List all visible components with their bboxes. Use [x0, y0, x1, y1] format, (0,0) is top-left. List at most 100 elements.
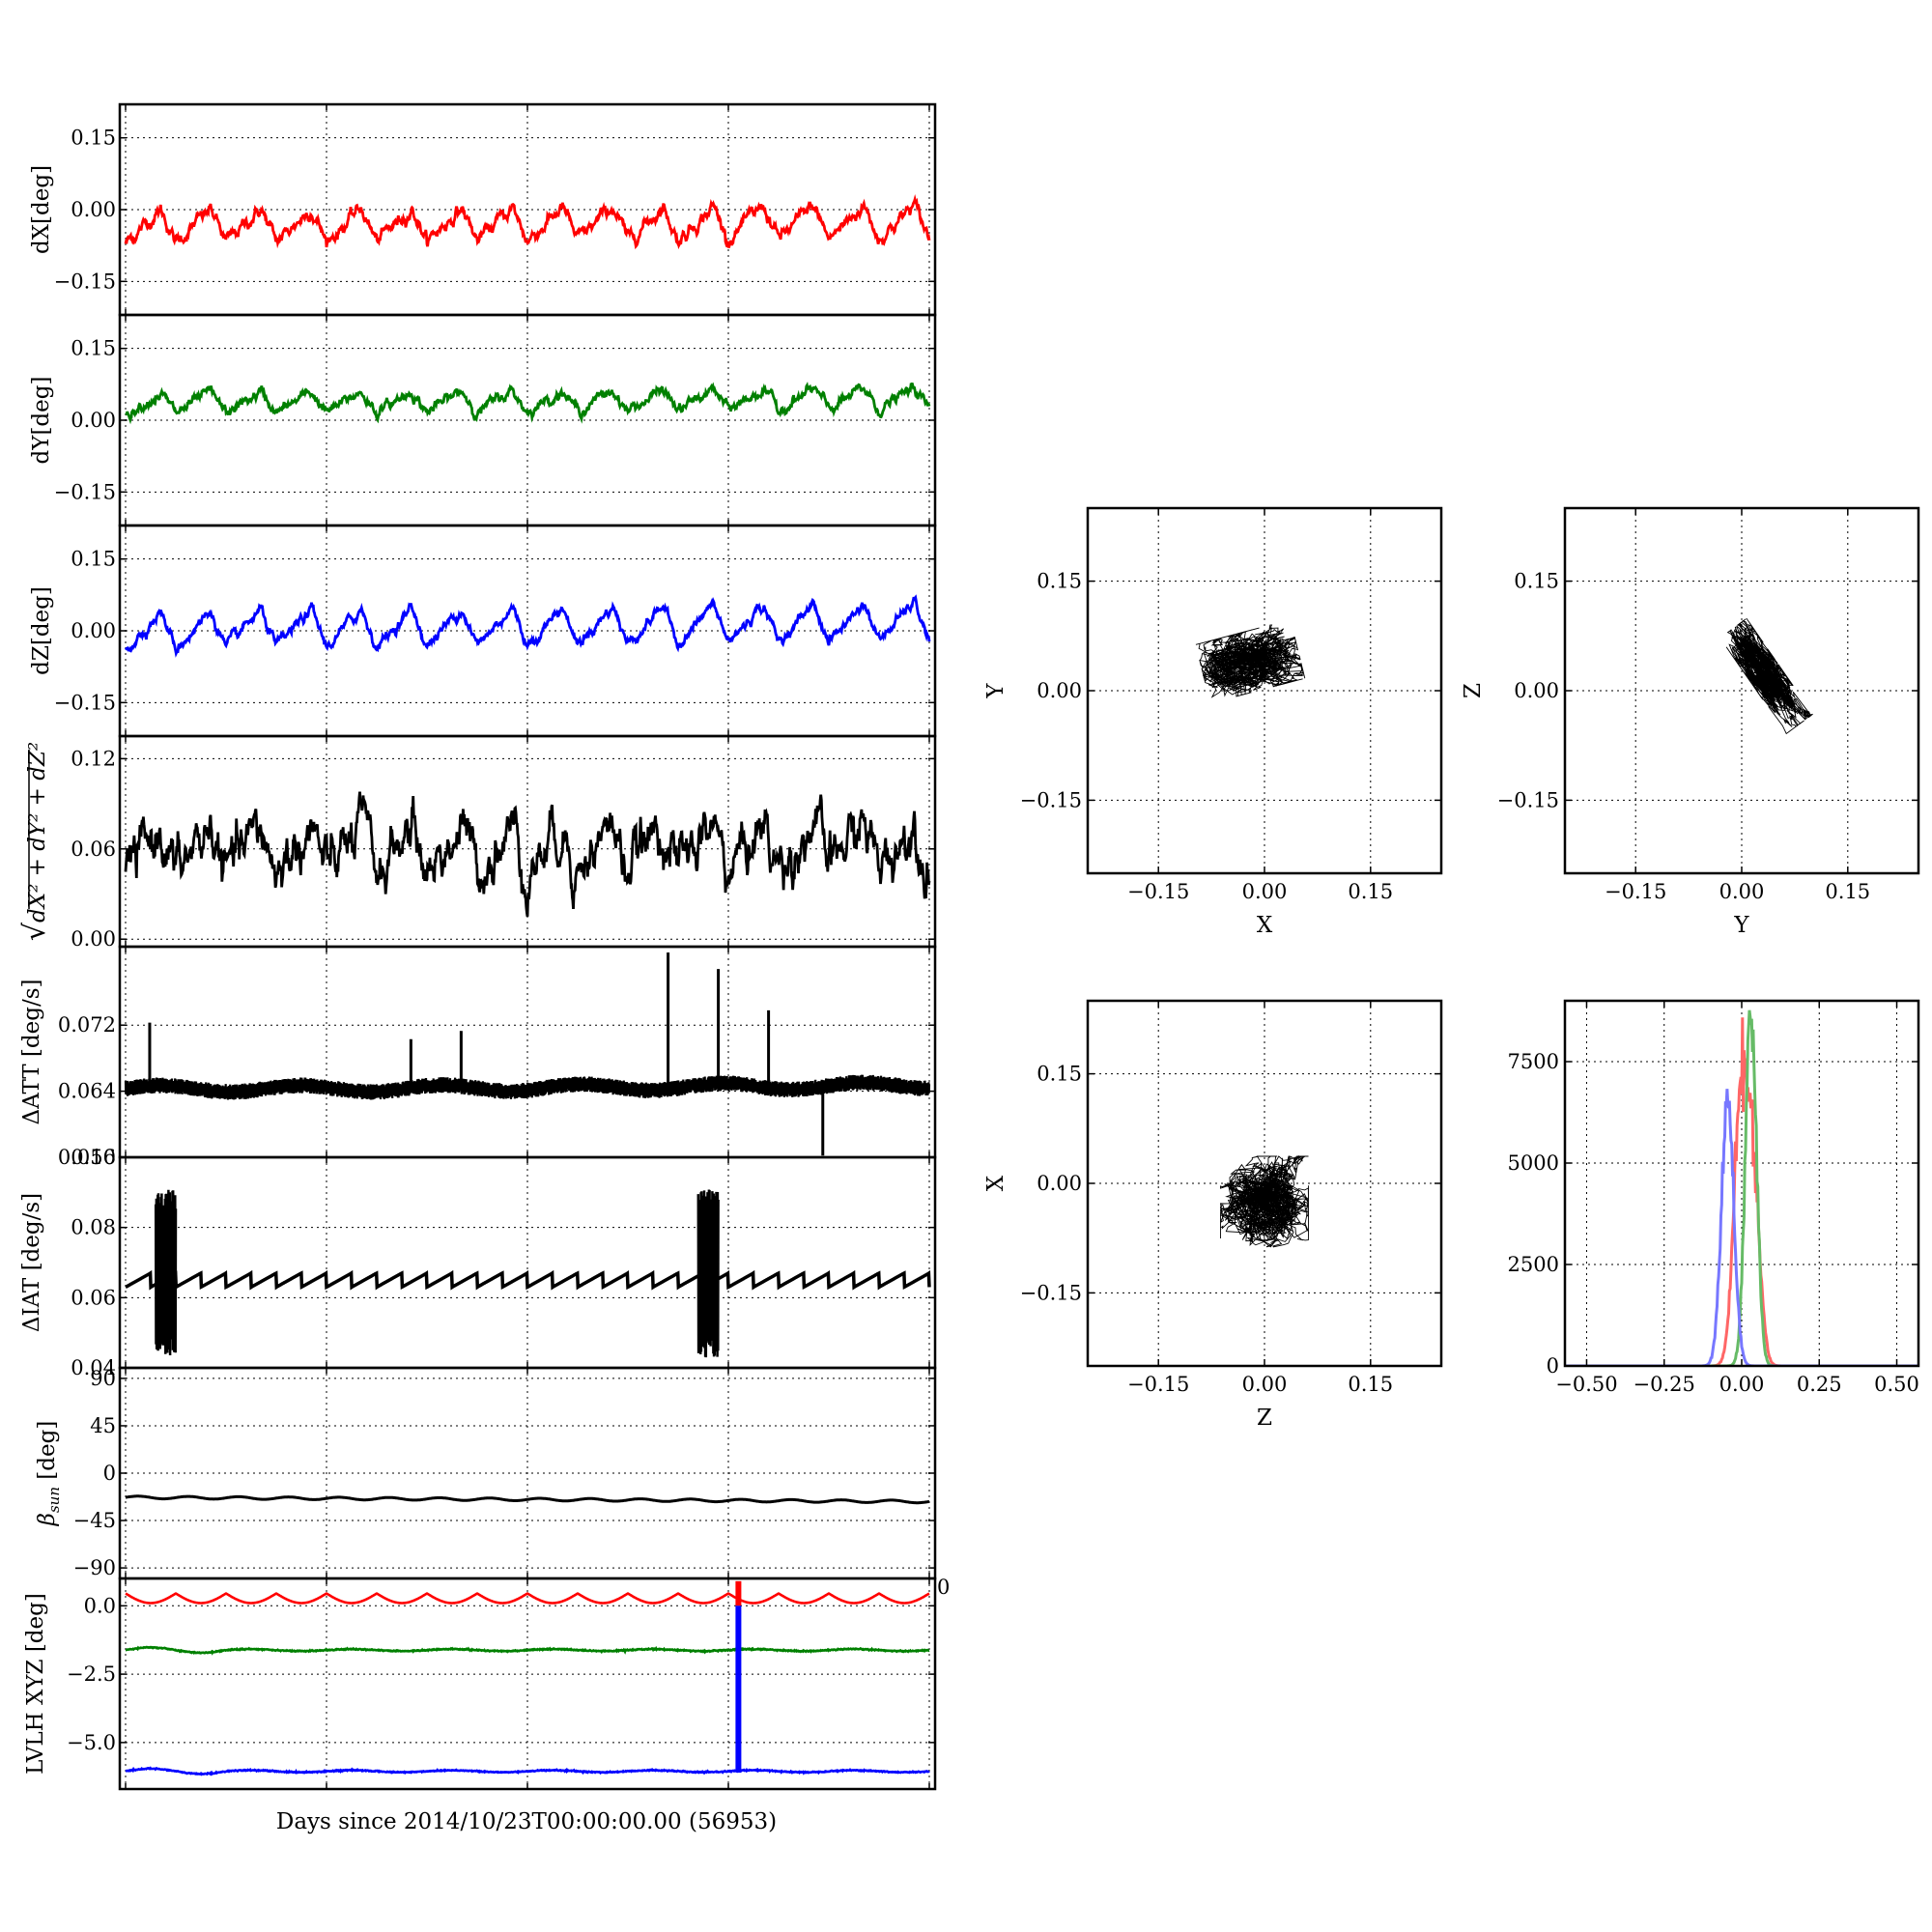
- y-tick-label: 5000: [1508, 1151, 1559, 1175]
- panel-xy: −0.15 0.00 0.15 0.15 0.00 −0.15 X Y: [983, 506, 1443, 938]
- y-tick-label: 0.12: [71, 747, 116, 770]
- x-tick-label: 0.50: [1874, 1373, 1919, 1396]
- x-tick-label: 0.00: [1719, 1373, 1765, 1396]
- panel-beta: 90 45 0 −45 −90 βsun [deg]: [35, 1366, 937, 1580]
- trajectory-yz: [1725, 618, 1813, 735]
- burst-0: [154, 1189, 178, 1356]
- y-tick-label: 0.072: [58, 1013, 116, 1037]
- x-axis-label: Y: [1733, 913, 1749, 938]
- y-tick-label: 0.00: [71, 198, 116, 221]
- series-group: [125, 382, 931, 425]
- x-tick-label: −0.50: [1555, 1373, 1617, 1396]
- line-dy: [125, 382, 931, 425]
- y-axis-label: βsun [deg]: [35, 1421, 63, 1527]
- y-tick-label: 7500: [1508, 1050, 1559, 1073]
- y-axis-label: ΔATT [deg/s]: [19, 980, 44, 1125]
- y-tick-label: 0.15: [1514, 570, 1559, 593]
- panel-lvlh: 0.0 −2.5 −5.0 0 LVLH XYZ [deg]: [23, 1576, 950, 1791]
- y-tick-label: 0.04: [71, 1356, 116, 1379]
- line-datt: [124, 1074, 931, 1100]
- x-tick-label: −0.25: [1634, 1373, 1695, 1396]
- y-tick-label: 0.00: [71, 409, 116, 432]
- y-tick-label: 0.15: [1037, 570, 1082, 593]
- data-group: [1725, 618, 1813, 735]
- data-group: [1219, 1154, 1310, 1248]
- trajectory-zx: [1219, 1154, 1310, 1248]
- line-dr: [124, 791, 931, 918]
- y-axis-label: dX[deg]: [29, 165, 54, 254]
- hist-series-0: [1565, 1017, 1918, 1366]
- y-tick-label: −45: [73, 1509, 116, 1532]
- series-group: [124, 791, 931, 918]
- panel-dr: 0.12 0.06 0.00 √dX² + dY² + dZ²: [18, 734, 937, 951]
- y-tick-label: −0.15: [1020, 1281, 1082, 1304]
- y-tick-label: 0.15: [71, 548, 116, 571]
- data-group: [1195, 624, 1306, 698]
- y-axis-label: LVLH XYZ [deg]: [23, 1593, 48, 1775]
- y-tick-label: 0: [103, 1462, 116, 1485]
- panel-datt: 0.072 0.064 0.056 ΔATT [deg/s]: [19, 945, 937, 1169]
- y-axis-label: Z: [1461, 683, 1486, 698]
- trajectory-xy: [1195, 624, 1306, 698]
- x-tick-label: 0.00: [1242, 880, 1288, 903]
- y-tick-label: 2500: [1508, 1253, 1559, 1276]
- y-tick-label: 45: [90, 1414, 116, 1437]
- line-dz: [124, 594, 931, 658]
- x-axis-label: Z: [1257, 1406, 1272, 1431]
- line-lvlh-2: [125, 1766, 930, 1776]
- y-tick-label: 0.056: [58, 1146, 116, 1169]
- y-axis-label: X: [983, 1175, 1009, 1191]
- series-group: [124, 594, 931, 658]
- y-axis-label: dZ[deg]: [29, 586, 54, 675]
- x-tick-label: 0.15: [1825, 880, 1870, 903]
- y-tick-label: −2.5: [67, 1662, 116, 1686]
- panel-zx: −0.15 0.00 0.15 0.15 0.00 −0.15 Z X: [983, 999, 1443, 1431]
- y-tick-label: −0.15: [54, 691, 116, 714]
- y-tick-label: 0.00: [71, 927, 116, 951]
- data-group: [1565, 1009, 1918, 1366]
- line-lvlh-1: [126, 1645, 930, 1656]
- x-axis-label: Days since 2014/10/23T00:00:00.00 (56953…: [276, 1809, 777, 1834]
- y-tick-label: 0.15: [71, 127, 116, 150]
- y-axis-label: ΔIAT [deg/s]: [19, 1193, 44, 1332]
- x-tick-label: −0.15: [1127, 880, 1189, 903]
- y-tick-label: 0.15: [71, 337, 116, 360]
- panel-diat: 0.10 0.08 0.06 0.04 ΔIAT [deg/s]: [19, 1146, 937, 1379]
- y-tick-label: 0.06: [71, 838, 116, 861]
- panel-yz: −0.15 0.00 0.15 0.15 0.00 −0.15 Y Z: [1461, 506, 1920, 938]
- time-series-panels: 0.150.00−0.15dX[deg]0.150.00−0.15dY[deg]…: [18, 102, 950, 1791]
- y-tick-label: 0.064: [58, 1080, 116, 1103]
- x-tick-label: −0.15: [1127, 1373, 1189, 1396]
- x-tick-label: 0.00: [1242, 1373, 1288, 1396]
- y-tick-label: 0.0: [84, 1594, 116, 1617]
- y-tick-label: 90: [90, 1367, 116, 1390]
- y-tick-label: 0.00: [1037, 679, 1082, 702]
- series-group: [125, 1580, 930, 1776]
- series-group: [124, 193, 931, 250]
- y-tick-label: −90: [73, 1556, 116, 1579]
- y-tick-label: 0.08: [71, 1216, 116, 1239]
- y-tick-label: 0.10: [71, 1146, 116, 1169]
- y-axis-label: √dX² + dY² + dZ²: [18, 742, 52, 941]
- y-tick-label: −0.15: [1020, 788, 1082, 811]
- extra-tick-label: 0: [937, 1576, 950, 1599]
- y-tick-label: 0.00: [1514, 679, 1559, 702]
- y-tick-label: 0: [1547, 1354, 1559, 1378]
- x-tick-label: −0.15: [1605, 880, 1666, 903]
- hist-series-2: [1565, 1089, 1918, 1366]
- y-tick-label: −5.0: [67, 1731, 116, 1754]
- y-tick-label: 0.00: [71, 619, 116, 642]
- y-tick-label: 0.00: [1037, 1172, 1082, 1195]
- x-tick-label: 0.15: [1348, 1373, 1393, 1396]
- y-tick-label: −0.15: [54, 270, 116, 293]
- series-group: [125, 1494, 930, 1505]
- line-lvlh-0: [125, 1592, 930, 1605]
- y-tick-label: −0.15: [54, 480, 116, 503]
- x-tick-label: 0.15: [1348, 880, 1393, 903]
- line-diat: [125, 1269, 931, 1291]
- y-tick-label: 0.15: [1037, 1063, 1082, 1086]
- line-dx: [124, 193, 931, 250]
- y-tick-label: 0.06: [71, 1286, 116, 1309]
